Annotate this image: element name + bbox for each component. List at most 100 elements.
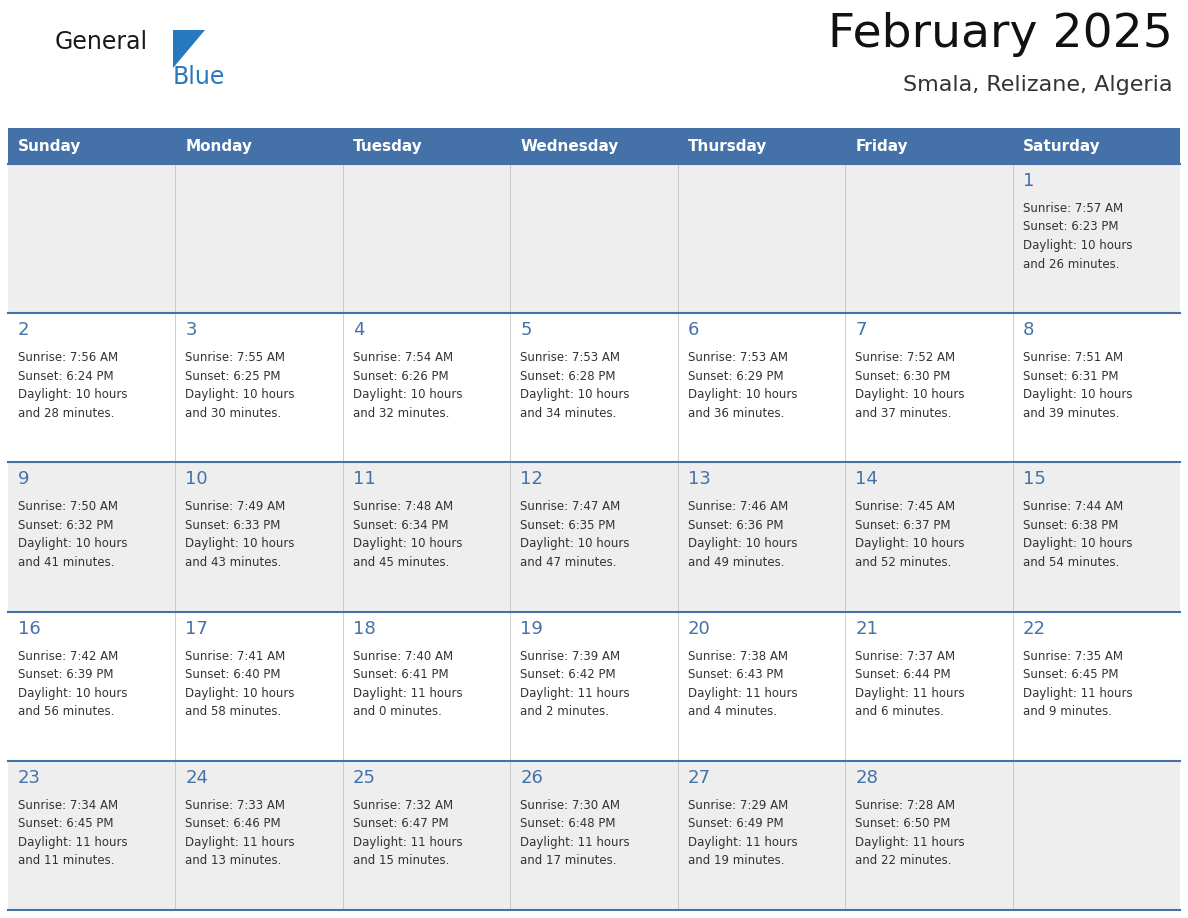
Text: Sunset: 6:48 PM: Sunset: 6:48 PM — [520, 817, 615, 830]
Text: 28: 28 — [855, 768, 878, 787]
Text: Sunrise: 7:46 AM: Sunrise: 7:46 AM — [688, 500, 788, 513]
Text: and 11 minutes.: and 11 minutes. — [18, 855, 114, 868]
Text: and 9 minutes.: and 9 minutes. — [1023, 705, 1112, 718]
Text: Blue: Blue — [173, 65, 226, 89]
Text: 21: 21 — [855, 620, 878, 638]
Text: 6: 6 — [688, 321, 699, 339]
Text: Sunset: 6:33 PM: Sunset: 6:33 PM — [185, 519, 280, 532]
Text: Daylight: 10 hours: Daylight: 10 hours — [185, 687, 295, 700]
Text: Sunrise: 7:42 AM: Sunrise: 7:42 AM — [18, 650, 119, 663]
Text: Sunrise: 7:40 AM: Sunrise: 7:40 AM — [353, 650, 453, 663]
Text: 19: 19 — [520, 620, 543, 638]
Bar — [8, 761, 1180, 910]
Text: 22: 22 — [1023, 620, 1045, 638]
Text: and 39 minutes.: and 39 minutes. — [1023, 407, 1119, 420]
Text: 11: 11 — [353, 470, 375, 488]
Text: Daylight: 10 hours: Daylight: 10 hours — [520, 388, 630, 401]
Text: Sunrise: 7:34 AM: Sunrise: 7:34 AM — [18, 799, 118, 812]
Text: 4: 4 — [353, 321, 365, 339]
Text: Saturday: Saturday — [1023, 139, 1100, 153]
Text: Sunrise: 7:51 AM: Sunrise: 7:51 AM — [1023, 352, 1123, 364]
Text: Daylight: 11 hours: Daylight: 11 hours — [353, 835, 462, 849]
Text: Daylight: 10 hours: Daylight: 10 hours — [353, 537, 462, 551]
Text: Sunrise: 7:52 AM: Sunrise: 7:52 AM — [855, 352, 955, 364]
Text: 20: 20 — [688, 620, 710, 638]
Text: Sunset: 6:44 PM: Sunset: 6:44 PM — [855, 668, 950, 681]
Text: 10: 10 — [185, 470, 208, 488]
Text: Sunrise: 7:29 AM: Sunrise: 7:29 AM — [688, 799, 788, 812]
Text: 25: 25 — [353, 768, 375, 787]
Text: Sunset: 6:30 PM: Sunset: 6:30 PM — [855, 370, 950, 383]
Text: Sunset: 6:50 PM: Sunset: 6:50 PM — [855, 817, 950, 830]
Text: Sunset: 6:24 PM: Sunset: 6:24 PM — [18, 370, 114, 383]
Text: Sunrise: 7:33 AM: Sunrise: 7:33 AM — [185, 799, 285, 812]
Text: Daylight: 10 hours: Daylight: 10 hours — [855, 388, 965, 401]
Bar — [8, 164, 1180, 313]
Text: and 4 minutes.: and 4 minutes. — [688, 705, 777, 718]
Text: Sunset: 6:45 PM: Sunset: 6:45 PM — [18, 817, 114, 830]
Text: General: General — [55, 30, 148, 54]
Bar — [8, 611, 1180, 761]
Polygon shape — [173, 30, 206, 68]
Text: Sunrise: 7:50 AM: Sunrise: 7:50 AM — [18, 500, 118, 513]
Text: and 13 minutes.: and 13 minutes. — [185, 855, 282, 868]
Text: and 41 minutes.: and 41 minutes. — [18, 556, 114, 569]
Text: Sunset: 6:40 PM: Sunset: 6:40 PM — [185, 668, 280, 681]
Text: Sunrise: 7:49 AM: Sunrise: 7:49 AM — [185, 500, 285, 513]
Text: and 43 minutes.: and 43 minutes. — [185, 556, 282, 569]
Text: Daylight: 10 hours: Daylight: 10 hours — [688, 388, 797, 401]
Text: and 47 minutes.: and 47 minutes. — [520, 556, 617, 569]
Text: and 32 minutes.: and 32 minutes. — [353, 407, 449, 420]
Text: Wednesday: Wednesday — [520, 139, 619, 153]
Text: and 26 minutes.: and 26 minutes. — [1023, 258, 1119, 271]
Text: Sunrise: 7:38 AM: Sunrise: 7:38 AM — [688, 650, 788, 663]
Text: 16: 16 — [18, 620, 40, 638]
Text: Daylight: 10 hours: Daylight: 10 hours — [185, 388, 295, 401]
Text: Sunrise: 7:41 AM: Sunrise: 7:41 AM — [185, 650, 285, 663]
Text: Smala, Relizane, Algeria: Smala, Relizane, Algeria — [904, 75, 1173, 95]
Text: 27: 27 — [688, 768, 710, 787]
Text: 3: 3 — [185, 321, 197, 339]
Bar — [8, 313, 1180, 463]
Text: Daylight: 10 hours: Daylight: 10 hours — [18, 388, 127, 401]
Text: Sunset: 6:43 PM: Sunset: 6:43 PM — [688, 668, 783, 681]
Text: and 22 minutes.: and 22 minutes. — [855, 855, 952, 868]
Text: Sunset: 6:34 PM: Sunset: 6:34 PM — [353, 519, 448, 532]
Text: and 52 minutes.: and 52 minutes. — [855, 556, 952, 569]
Text: and 6 minutes.: and 6 minutes. — [855, 705, 944, 718]
Text: Daylight: 10 hours: Daylight: 10 hours — [185, 537, 295, 551]
Text: Daylight: 11 hours: Daylight: 11 hours — [353, 687, 462, 700]
Text: Sunset: 6:25 PM: Sunset: 6:25 PM — [185, 370, 280, 383]
Text: Friday: Friday — [855, 139, 908, 153]
Text: and 2 minutes.: and 2 minutes. — [520, 705, 609, 718]
Text: 15: 15 — [1023, 470, 1045, 488]
Text: Daylight: 11 hours: Daylight: 11 hours — [688, 835, 797, 849]
Text: 7: 7 — [855, 321, 866, 339]
Text: Daylight: 10 hours: Daylight: 10 hours — [18, 687, 127, 700]
Text: Sunset: 6:45 PM: Sunset: 6:45 PM — [1023, 668, 1118, 681]
Text: Sunrise: 7:28 AM: Sunrise: 7:28 AM — [855, 799, 955, 812]
Text: Sunrise: 7:37 AM: Sunrise: 7:37 AM — [855, 650, 955, 663]
Text: 23: 23 — [18, 768, 42, 787]
Text: Sunset: 6:41 PM: Sunset: 6:41 PM — [353, 668, 449, 681]
Text: February 2025: February 2025 — [828, 12, 1173, 57]
Text: Daylight: 11 hours: Daylight: 11 hours — [688, 687, 797, 700]
Text: Sunset: 6:23 PM: Sunset: 6:23 PM — [1023, 220, 1118, 233]
Text: Daylight: 11 hours: Daylight: 11 hours — [18, 835, 127, 849]
Text: Sunrise: 7:32 AM: Sunrise: 7:32 AM — [353, 799, 453, 812]
Text: Daylight: 11 hours: Daylight: 11 hours — [185, 835, 295, 849]
Text: Sunset: 6:31 PM: Sunset: 6:31 PM — [1023, 370, 1118, 383]
Text: 17: 17 — [185, 620, 208, 638]
Text: 18: 18 — [353, 620, 375, 638]
Text: Daylight: 11 hours: Daylight: 11 hours — [520, 835, 630, 849]
Text: Daylight: 11 hours: Daylight: 11 hours — [520, 687, 630, 700]
Text: and 49 minutes.: and 49 minutes. — [688, 556, 784, 569]
Text: and 28 minutes.: and 28 minutes. — [18, 407, 114, 420]
Text: Thursday: Thursday — [688, 139, 767, 153]
Text: 12: 12 — [520, 470, 543, 488]
Text: Sunset: 6:38 PM: Sunset: 6:38 PM — [1023, 519, 1118, 532]
Text: 2: 2 — [18, 321, 30, 339]
Text: and 54 minutes.: and 54 minutes. — [1023, 556, 1119, 569]
Text: Sunset: 6:32 PM: Sunset: 6:32 PM — [18, 519, 114, 532]
Text: Tuesday: Tuesday — [353, 139, 423, 153]
